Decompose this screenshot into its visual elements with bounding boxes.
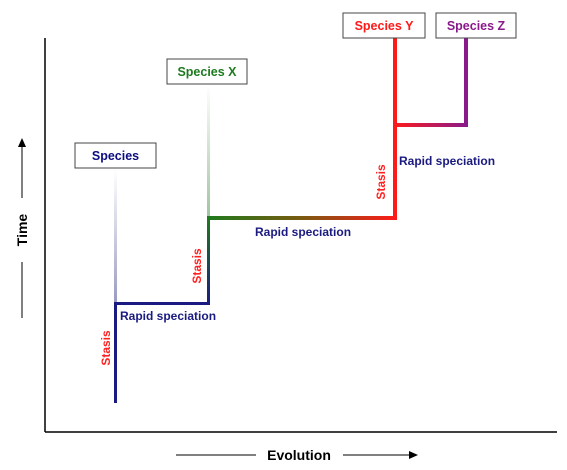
x-axis-title: Evolution bbox=[176, 447, 418, 463]
speciation-label-1: Rapid speciation bbox=[120, 309, 216, 323]
stasis-label-2: Stasis bbox=[190, 248, 204, 284]
speciation-branch-3 bbox=[393, 123, 467, 127]
species-x-box: Species X bbox=[166, 58, 248, 85]
y-axis-label: Time bbox=[14, 214, 30, 247]
speciation-label-3: Rapid speciation bbox=[399, 154, 495, 168]
species-y-box: Species Y bbox=[342, 12, 426, 39]
species-z-box: Species Z bbox=[435, 12, 517, 39]
lineage-species-fade bbox=[114, 170, 117, 304]
speciation-branch-1 bbox=[114, 302, 210, 305]
stasis-label-3: Stasis bbox=[374, 164, 388, 200]
species-z-label: Species Z bbox=[447, 19, 506, 33]
lineage-species-stasis bbox=[114, 304, 117, 403]
lineage-x-stasis bbox=[207, 218, 210, 305]
stasis-label-1: Stasis bbox=[99, 330, 113, 366]
speciation-branch-2 bbox=[207, 216, 397, 220]
species-box: Species bbox=[74, 142, 157, 169]
species-label: Species bbox=[92, 149, 139, 163]
speciation-label-2: Rapid speciation bbox=[255, 225, 351, 239]
species-x-label: Species X bbox=[177, 65, 237, 79]
x-axis-label: Evolution bbox=[267, 447, 331, 463]
lineage-x-fade bbox=[207, 85, 210, 218]
y-axis-title: Time bbox=[14, 138, 30, 318]
species-y-label: Species Y bbox=[355, 19, 415, 33]
lineage-z bbox=[464, 38, 468, 127]
lineage-y bbox=[393, 38, 397, 220]
